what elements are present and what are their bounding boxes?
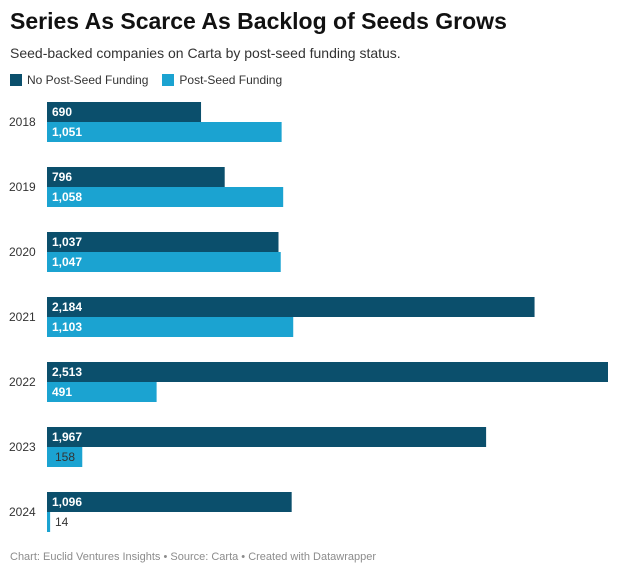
bar-post-seed-funding-2019 [47, 187, 284, 207]
bar-group-2018: 2018 690 1,051 [9, 102, 282, 142]
legend-item-no-post-seed: No Post-Seed Funding [10, 73, 148, 87]
category-label-2021: 2021 [9, 310, 36, 324]
bar-group-2024: 2024 1,096 14 [9, 492, 292, 532]
bar-no-post-seed-funding-2024 [47, 492, 292, 512]
value-label-no-post-seed-funding-2021: 2,184 [52, 300, 82, 314]
bar-no-post-seed-funding-2021 [47, 297, 535, 317]
bar-post-seed-funding-2021 [47, 317, 294, 337]
bar-post-seed-funding-2024 [47, 512, 51, 532]
bar-group-2021: 2021 2,184 1,103 [9, 297, 535, 337]
chart-title: Series As Scarce As Backlog of Seeds Gro… [10, 8, 507, 34]
bar-group-2023: 2023 1,967 158 [9, 427, 487, 467]
bar-chart: 20186901,05120197961,05820201,0371,04720… [9, 102, 608, 532]
value-label-post-seed-funding-2020: 1,047 [52, 255, 82, 269]
legend-label-no-post-seed: No Post-Seed Funding [27, 73, 149, 87]
legend-item-post-seed: Post-Seed Funding [162, 73, 282, 87]
category-label-2022: 2022 [9, 375, 36, 389]
bar-no-post-seed-funding-2018 [47, 102, 202, 122]
bar-group-2022: 2022 2,513 491 [9, 362, 608, 402]
value-label-post-seed-funding-2022: 491 [52, 385, 72, 399]
legend-swatch-no-post-seed [10, 74, 22, 86]
legend-label-post-seed: Post-Seed Funding [179, 73, 283, 87]
value-label-post-seed-funding-2018: 1,051 [52, 125, 82, 139]
bar-group-2020: 2020 1,037 1,047 [9, 232, 281, 272]
bar-post-seed-funding-2023 [47, 447, 83, 467]
bar-no-post-seed-funding-2019 [47, 167, 225, 187]
category-label-2024: 2024 [9, 505, 36, 519]
value-label-post-seed-funding-2019: 1,058 [52, 190, 82, 204]
bar-no-post-seed-funding-2023 [47, 427, 487, 447]
value-label-no-post-seed-funding-2019: 796 [52, 170, 72, 184]
chart-legend: No Post-Seed Funding Post-Seed Funding [10, 73, 296, 87]
value-label-post-seed-funding-2021: 1,103 [52, 320, 82, 334]
bar-no-post-seed-funding-2020 [47, 232, 279, 252]
chart-footer: Chart: Euclid Ventures Insights • Source… [10, 551, 376, 563]
value-label-post-seed-funding-2024: 14 [55, 515, 69, 529]
bar-post-seed-funding-2018 [47, 122, 282, 142]
category-label-2019: 2019 [9, 180, 36, 194]
value-label-no-post-seed-funding-2023: 1,967 [52, 430, 82, 444]
bar-post-seed-funding-2022 [47, 382, 157, 402]
value-label-post-seed-funding-2023: 158 [55, 450, 75, 464]
value-label-no-post-seed-funding-2018: 690 [52, 105, 72, 119]
value-label-no-post-seed-funding-2024: 1,096 [52, 495, 82, 509]
chart-subtitle: Seed-backed companies on Carta by post-s… [10, 45, 401, 61]
value-label-no-post-seed-funding-2020: 1,037 [52, 235, 82, 249]
category-label-2023: 2023 [9, 440, 36, 454]
legend-swatch-post-seed [162, 74, 175, 86]
category-label-2020: 2020 [9, 245, 36, 259]
bar-no-post-seed-funding-2022 [47, 362, 608, 382]
bar-post-seed-funding-2020 [47, 252, 281, 272]
category-label-2018: 2018 [9, 115, 36, 129]
bar-group-2019: 2019 796 1,058 [9, 167, 284, 207]
value-label-no-post-seed-funding-2022: 2,513 [52, 365, 82, 379]
